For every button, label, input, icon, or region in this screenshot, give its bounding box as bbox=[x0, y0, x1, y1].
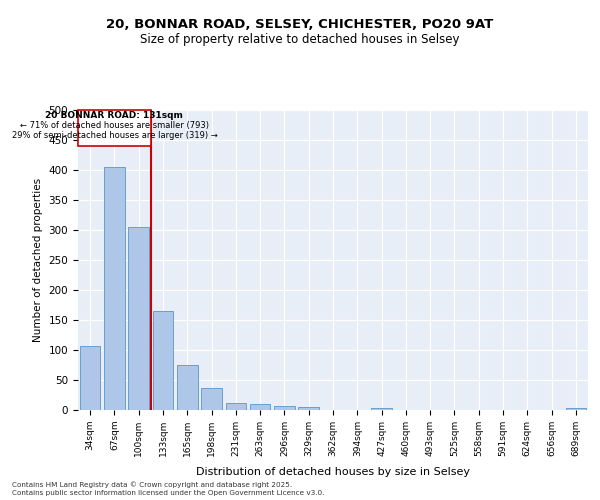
Text: ← 71% of detached houses are smaller (793): ← 71% of detached houses are smaller (79… bbox=[20, 121, 209, 130]
Text: Contains public sector information licensed under the Open Government Licence v3: Contains public sector information licen… bbox=[12, 490, 325, 496]
Text: Contains HM Land Registry data © Crown copyright and database right 2025.: Contains HM Land Registry data © Crown c… bbox=[12, 481, 292, 488]
Bar bbox=[226, 403, 246, 410]
Text: 20 BONNAR ROAD: 131sqm: 20 BONNAR ROAD: 131sqm bbox=[46, 112, 184, 120]
X-axis label: Distribution of detached houses by size in Selsey: Distribution of detached houses by size … bbox=[196, 467, 470, 477]
Bar bbox=[177, 365, 197, 410]
Bar bbox=[371, 408, 392, 410]
Bar bbox=[201, 388, 222, 410]
Bar bbox=[104, 167, 125, 410]
Text: Size of property relative to detached houses in Selsey: Size of property relative to detached ho… bbox=[140, 32, 460, 46]
Bar bbox=[152, 311, 173, 410]
FancyBboxPatch shape bbox=[78, 110, 151, 146]
Bar bbox=[80, 346, 100, 410]
Bar bbox=[250, 404, 271, 410]
Bar bbox=[298, 407, 319, 410]
Y-axis label: Number of detached properties: Number of detached properties bbox=[33, 178, 43, 342]
Bar bbox=[566, 408, 586, 410]
Text: 20, BONNAR ROAD, SELSEY, CHICHESTER, PO20 9AT: 20, BONNAR ROAD, SELSEY, CHICHESTER, PO2… bbox=[106, 18, 494, 30]
Text: 29% of semi-detached houses are larger (319) →: 29% of semi-detached houses are larger (… bbox=[11, 130, 217, 140]
Bar bbox=[128, 227, 149, 410]
Bar bbox=[274, 406, 295, 410]
